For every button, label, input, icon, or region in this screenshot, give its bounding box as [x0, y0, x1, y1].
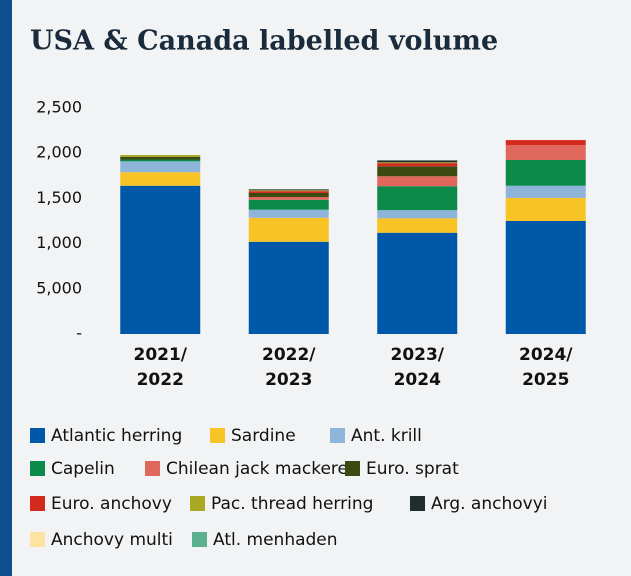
x-tick-label: 2023/ 2024 — [390, 345, 445, 390]
bar-segment — [377, 163, 458, 167]
bar-segment — [377, 176, 458, 187]
legend-swatch — [190, 496, 205, 511]
legend-swatch — [330, 428, 345, 443]
bar-segment — [248, 241, 329, 334]
legend-swatch — [210, 428, 225, 443]
legend-label: Atl. menhaden — [213, 530, 338, 550]
y-tick-label: 2,000 — [36, 143, 82, 162]
bar-segment — [120, 159, 201, 162]
x-tick-label: 2022/ 2023 — [261, 345, 316, 390]
legend-label: Ant. krill — [351, 426, 422, 446]
bar-segment — [120, 156, 201, 160]
y-tick-label: - — [76, 324, 82, 343]
y-tick-label: 5,000 — [36, 278, 82, 297]
bar-segment — [248, 191, 329, 193]
legend-label: Euro. sprat — [366, 459, 459, 479]
legend-swatch — [30, 532, 45, 547]
y-tick-label: 2,500 — [36, 98, 82, 117]
legend-label: Sardine — [231, 426, 296, 446]
bar-segment — [377, 210, 458, 219]
legend-swatch — [30, 496, 45, 511]
bar-segment — [505, 145, 586, 160]
bar-segment — [120, 161, 201, 173]
x-tick-label: 2024/ 2025 — [518, 345, 573, 390]
bar-segment — [248, 217, 329, 242]
bar-segment — [505, 159, 586, 186]
bar-segment — [248, 190, 329, 192]
bar-segment — [248, 197, 329, 200]
legend-label: Capelin — [51, 459, 115, 479]
legend-label: Euro. anchovy — [51, 494, 172, 514]
bar-segment — [377, 162, 458, 164]
bar-segment — [377, 232, 458, 334]
legend-swatch — [192, 532, 207, 547]
x-tick-label: 2021/ 2022 — [133, 345, 188, 390]
bar-segment — [248, 192, 329, 198]
legend-swatch — [410, 496, 425, 511]
bar-segment — [505, 140, 586, 146]
legend-swatch — [30, 428, 45, 443]
bar-segment — [248, 209, 329, 218]
bar-segment — [377, 186, 458, 211]
legend-label: Chilean jack mackerel — [166, 459, 353, 479]
bar-segment — [120, 185, 201, 334]
bar-segment — [377, 166, 458, 177]
bar-segment — [120, 155, 201, 157]
bar-segment — [377, 160, 458, 163]
legend-label: Arg. anchovyi — [431, 494, 547, 514]
bar-segment — [505, 185, 586, 198]
legend-label: Pac. thread herring — [211, 494, 373, 514]
legend-label: Anchovy multi — [51, 530, 173, 550]
bar-segment — [505, 221, 586, 334]
legend-swatch — [145, 461, 160, 476]
bar-segment — [248, 189, 329, 191]
y-tick-label: 1,000 — [36, 233, 82, 252]
legend-swatch — [30, 461, 45, 476]
legend-label: Atlantic herring — [51, 426, 182, 446]
bar-segment — [505, 197, 586, 221]
bar-segment — [120, 172, 201, 186]
bar-segment — [248, 199, 329, 210]
chart-title: USA & Canada labelled volume — [30, 26, 498, 57]
legend-swatch — [345, 461, 360, 476]
bar-segment — [377, 218, 458, 233]
y-tick-label: 1,500 — [36, 188, 82, 207]
